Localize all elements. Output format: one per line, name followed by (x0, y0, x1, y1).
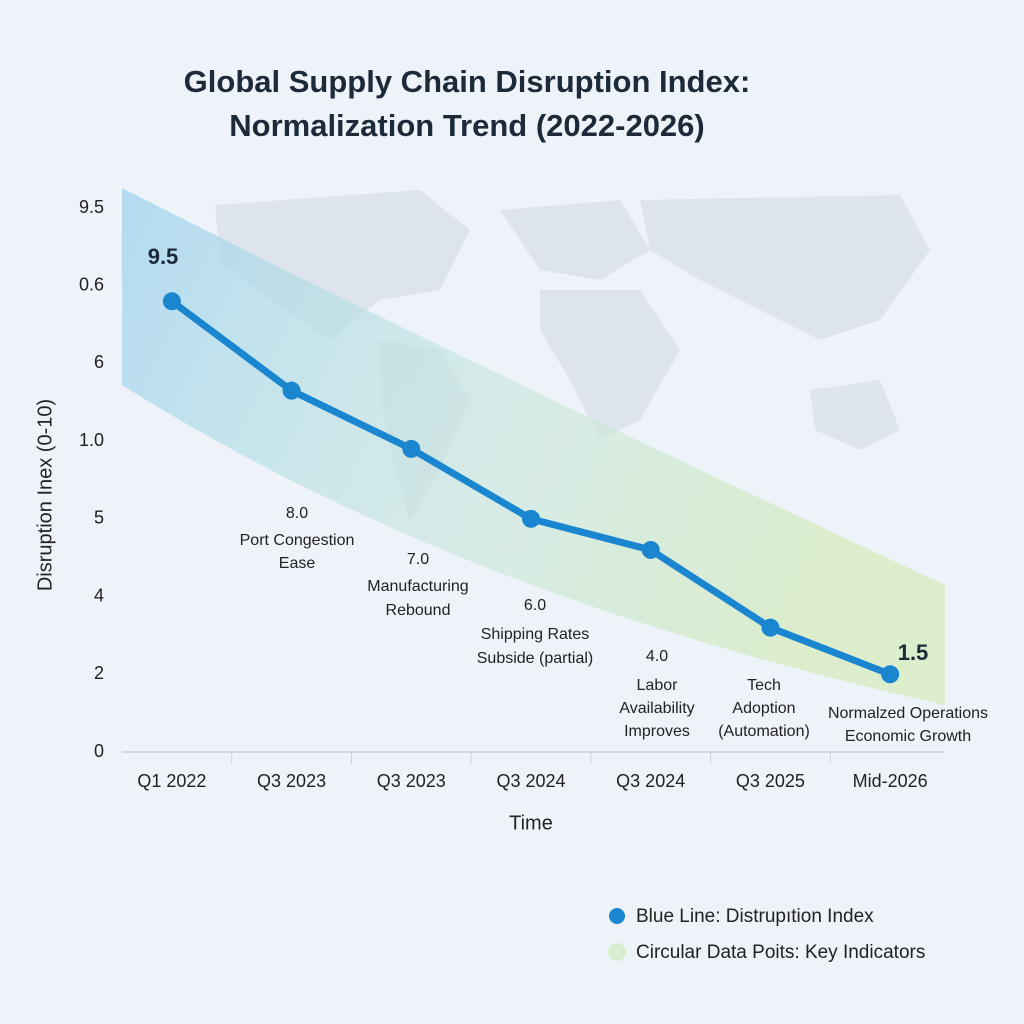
x-tick-label: Q3 2023 (257, 771, 326, 791)
chart-title: Normalization Trend (2022-2026) (229, 108, 705, 143)
annotation: (Automation) (718, 723, 810, 740)
data-point (761, 618, 780, 637)
legend-marker (608, 943, 626, 961)
x-tick-label: Q3 2024 (496, 771, 565, 791)
data-point (522, 509, 540, 528)
legend-label: Blue Line: Distrupıtion Index (636, 906, 874, 927)
annotation: 7.0 (407, 551, 429, 568)
annotation: Port Congestion (240, 532, 355, 549)
annotation: 8.0 (286, 505, 308, 522)
trend-band (122, 188, 945, 705)
annotation: 1.5 (898, 640, 929, 665)
x-tick-label: Q3 2023 (377, 771, 446, 791)
annotation: Shipping Rates (481, 626, 590, 643)
y-tick-label: 0.6 (79, 274, 104, 294)
legend-marker (609, 908, 625, 924)
y-tick-label: 9.5 (79, 197, 104, 217)
y-tick-label: 1.0 (79, 430, 104, 450)
annotation: Subside (partial) (477, 650, 594, 667)
annotation: Adoption (732, 700, 795, 717)
annotation: Ease (279, 555, 316, 572)
data-point (641, 540, 660, 559)
x-tick-label: Mid-2026 (853, 771, 928, 791)
annotation: 6.0 (524, 597, 546, 614)
x-axis-label: Time (509, 812, 553, 834)
data-point (402, 439, 421, 458)
annotation: 4.0 (646, 648, 668, 665)
annotation: Improves (624, 723, 690, 740)
y-tick-label: 6 (94, 352, 104, 372)
chart-title: Global Supply Chain Disruption Index: (184, 64, 751, 99)
annotation: Labor (637, 677, 679, 694)
data-point (162, 292, 181, 311)
x-tick-label: Q3 2024 (616, 771, 685, 791)
y-tick-label: 2 (94, 663, 104, 683)
annotation: Economic Growth (845, 728, 971, 745)
annotation: Rebound (386, 602, 451, 619)
data-point (282, 381, 301, 400)
annotation: Availability (619, 700, 694, 717)
y-axis-label: Disruption Inex (0-10) (34, 399, 56, 591)
annotation: 9.5 (148, 244, 179, 269)
legend-label: Circular Data Poits: Key Indicators (636, 942, 925, 963)
y-tick-label: 5 (94, 508, 104, 528)
y-tick-label: 4 (94, 585, 104, 605)
data-point (881, 665, 900, 684)
x-tick-label: Q1 2022 (137, 771, 206, 791)
annotation: Normalzed Operations (828, 705, 988, 722)
x-tick-label: Q3 2025 (736, 771, 805, 791)
y-tick-label: 0 (94, 741, 104, 761)
annotation: Manufacturing (367, 578, 468, 595)
annotation: Tech (747, 677, 781, 694)
